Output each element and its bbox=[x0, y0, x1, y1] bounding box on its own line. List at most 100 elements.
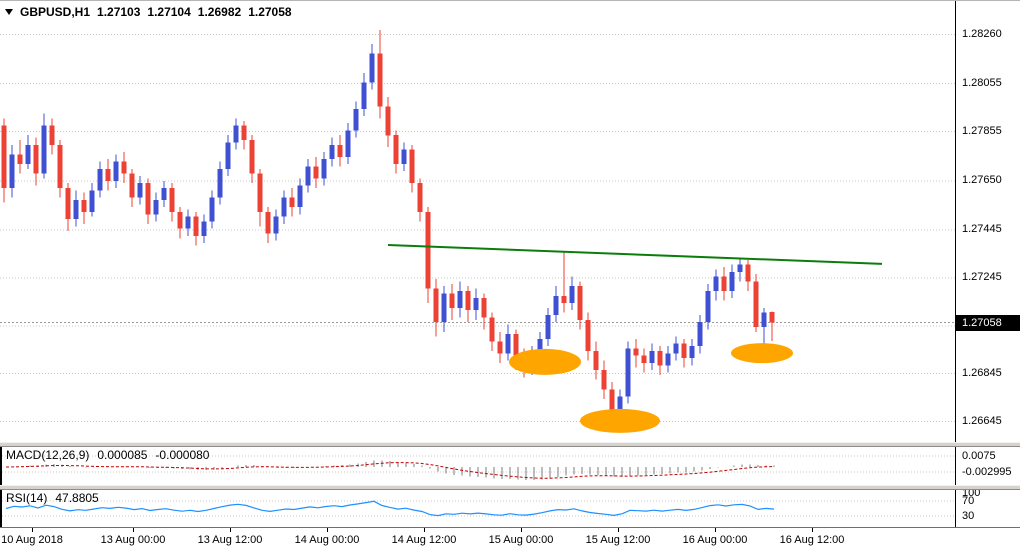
candle bbox=[689, 338, 695, 366]
macd-signal-value: -0.000080 bbox=[155, 448, 210, 462]
candle bbox=[337, 135, 343, 167]
candle bbox=[89, 183, 95, 217]
candle bbox=[729, 264, 735, 299]
candle bbox=[577, 281, 583, 330]
price-axis-label: 1.28260 bbox=[962, 27, 1002, 40]
price-axis[interactable]: 1.28260 1.28055 1.27855 1.27650 1.27445 1.272… bbox=[955, 1, 1020, 527]
candle bbox=[25, 135, 31, 169]
time-axis-label: 15 Aug 12:00 bbox=[585, 534, 651, 546]
candle bbox=[265, 207, 271, 244]
candle bbox=[65, 183, 71, 232]
candle bbox=[209, 190, 215, 229]
symbol-dropdown-icon[interactable] bbox=[5, 9, 13, 15]
candle bbox=[649, 343, 655, 371]
candle bbox=[441, 286, 447, 332]
time-tick bbox=[618, 528, 619, 532]
candle bbox=[121, 152, 127, 184]
candle bbox=[497, 331, 503, 363]
time-axis[interactable]: 10 Aug 2018 13 Aug 00:00 13 Aug 12:00 14 Au… bbox=[0, 527, 1020, 556]
candle bbox=[353, 101, 359, 138]
candle bbox=[153, 192, 159, 222]
candle bbox=[17, 140, 23, 174]
candle bbox=[33, 137, 39, 186]
time-tick bbox=[327, 528, 328, 532]
candle bbox=[641, 348, 647, 373]
ohlc-open: 1.27103 bbox=[97, 5, 141, 19]
candle bbox=[257, 168, 263, 227]
candle bbox=[425, 207, 431, 303]
rsi-line bbox=[5, 500, 775, 517]
candle bbox=[593, 341, 599, 380]
price-axis-label: 1.27445 bbox=[962, 222, 1002, 235]
candle bbox=[305, 159, 311, 193]
candle bbox=[129, 168, 135, 208]
highlight-ellipse[interactable] bbox=[580, 408, 660, 433]
time-tick bbox=[715, 528, 716, 532]
candle bbox=[481, 293, 487, 330]
time-tick bbox=[133, 528, 134, 532]
macd-panel[interactable]: MACD(12,26,9) 0.000085 -0.000080 bbox=[0, 447, 955, 485]
price-chart-plot[interactable] bbox=[0, 1, 955, 442]
highlight-ellipse[interactable] bbox=[509, 348, 581, 375]
candle bbox=[217, 161, 223, 205]
price-axis-label: 1.27855 bbox=[962, 124, 1002, 137]
symbol-timeframe: GBPUSD,H1 bbox=[20, 5, 91, 19]
ohlc-close: 1.27058 bbox=[248, 5, 292, 19]
rsi-panel[interactable]: RSI(14) 47.8805 bbox=[0, 490, 955, 527]
candle bbox=[465, 286, 471, 323]
candle bbox=[273, 209, 279, 241]
macd-axis-label: -0.002995 bbox=[962, 466, 1012, 478]
candle bbox=[657, 346, 663, 375]
candle bbox=[297, 178, 303, 215]
candle bbox=[1, 118, 7, 203]
candle bbox=[697, 315, 703, 354]
trendline[interactable] bbox=[387, 244, 883, 265]
time-tick bbox=[521, 528, 522, 532]
candle bbox=[505, 324, 511, 361]
candle bbox=[601, 360, 607, 399]
candle bbox=[345, 123, 351, 164]
main-chart-area[interactable]: GBPUSD,H1 1.27103 1.27104 1.26982 1.2705… bbox=[0, 1, 955, 442]
rsi-axis-label: 100 bbox=[962, 487, 981, 499]
candle bbox=[721, 267, 727, 301]
candle bbox=[73, 190, 79, 227]
macd-title: MACD(12,26,9) bbox=[6, 448, 90, 462]
candle bbox=[681, 338, 687, 368]
time-tick bbox=[230, 528, 231, 532]
candle bbox=[233, 118, 239, 150]
candle bbox=[113, 154, 119, 188]
candle bbox=[753, 274, 759, 332]
candle bbox=[393, 130, 399, 174]
rsi-value: 47.8805 bbox=[55, 491, 99, 505]
macd-label-row: MACD(12,26,9) 0.000085 -0.000080 bbox=[6, 448, 209, 462]
candle bbox=[193, 211, 199, 246]
candle bbox=[281, 190, 287, 224]
candle bbox=[225, 135, 231, 176]
chart-ohlc-header: GBPUSD,H1 1.27103 1.27104 1.26982 1.2705… bbox=[5, 5, 292, 19]
candle bbox=[145, 178, 151, 224]
candle bbox=[473, 288, 479, 320]
candle bbox=[9, 144, 15, 198]
candle bbox=[201, 214, 207, 244]
candle bbox=[81, 192, 87, 224]
rsi-title: RSI(14) bbox=[6, 491, 48, 505]
candle bbox=[137, 176, 143, 205]
time-tick bbox=[812, 528, 813, 532]
candle bbox=[313, 156, 319, 188]
candle bbox=[377, 29, 383, 119]
rsi-panel-splitter[interactable] bbox=[0, 485, 1020, 490]
candle bbox=[97, 161, 103, 198]
candle bbox=[553, 286, 559, 323]
price-axis-label: 1.26645 bbox=[962, 414, 1002, 427]
highlight-ellipse[interactable] bbox=[731, 343, 793, 364]
rsi-axis-label: 30 bbox=[962, 510, 975, 522]
price-axis-label: 1.28055 bbox=[962, 76, 1002, 89]
macd-panel-splitter[interactable] bbox=[0, 442, 1020, 447]
candle bbox=[673, 336, 679, 361]
candle bbox=[625, 341, 631, 404]
rsi-plot bbox=[2, 500, 955, 517]
candle bbox=[737, 257, 743, 282]
candle bbox=[369, 44, 375, 90]
candle bbox=[161, 180, 167, 208]
macd-value: 0.000085 bbox=[97, 448, 148, 462]
